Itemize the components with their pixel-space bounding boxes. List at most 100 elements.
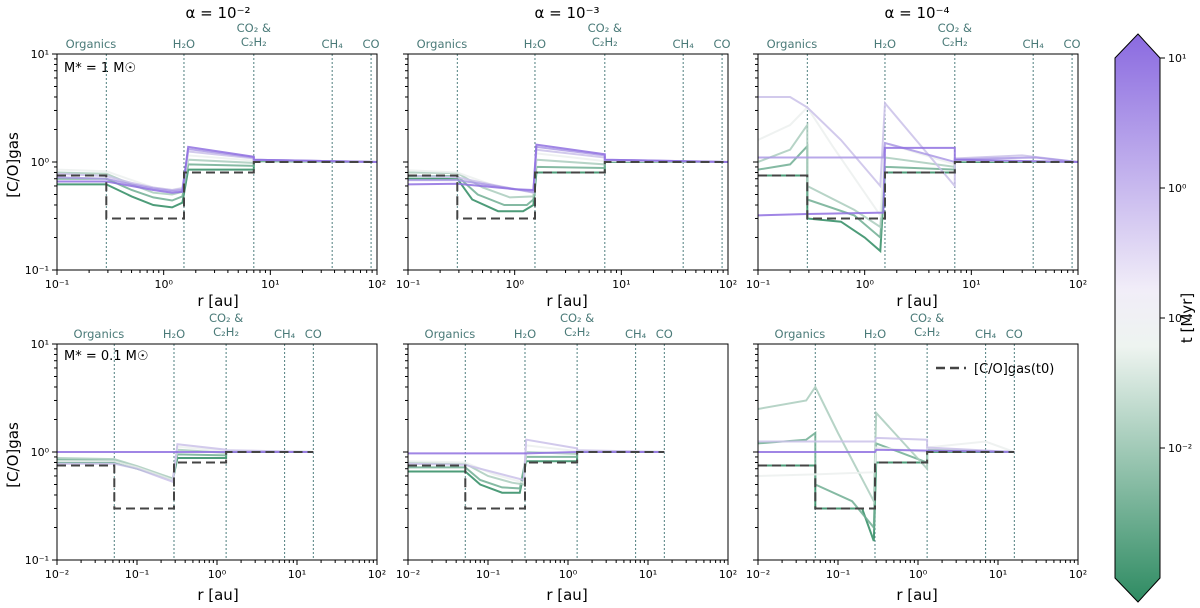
- panel-1-ytick-label-1: 10⁰: [31, 156, 50, 169]
- panel-3-xtick-label-0: 10⁻¹: [746, 278, 770, 291]
- panel-3-data: [758, 96, 1078, 254]
- panel-5-xtick-label-1: 10⁻¹: [476, 568, 500, 581]
- panel-5-series-6: [408, 451, 665, 455]
- panel-6-series-1: [758, 451, 1015, 542]
- panel-1-series-1: [57, 160, 377, 209]
- panel-1-snow-label-coch-b: C₂H₂: [241, 35, 267, 49]
- panel-4-series-2: [57, 450, 314, 481]
- panel-4-data: [57, 443, 314, 510]
- panel-4-snow-label-ch: CH₄: [274, 327, 296, 341]
- panel-3-snow-label-co: CO: [1064, 37, 1081, 51]
- panel-4-xtick-label-0: 10⁻²: [45, 568, 69, 581]
- panel-5-t0-line: [408, 451, 665, 510]
- panel-6-xtick-label-3: 10¹: [989, 568, 1007, 581]
- panel-1-snow-label-coch-a: CO₂ &: [237, 21, 271, 35]
- colorbar-bar: [1114, 33, 1161, 603]
- panel-3-xtick-label-3: 10²: [1069, 278, 1087, 291]
- panel-4-snow-label-ho: H₂O: [163, 327, 185, 341]
- panel-4-xtick-label-4: 10²: [368, 568, 386, 581]
- panel-3-snow-label-ch: CH₄: [1023, 37, 1045, 51]
- panel-1-t0-line: [57, 161, 377, 220]
- panel-1-xtick-label-3: 10²: [368, 278, 386, 291]
- panel-1-xtick-label-2: 10¹: [261, 278, 279, 291]
- x-axis-label-6: r [au]: [896, 586, 937, 604]
- panel-1-data: [57, 145, 377, 220]
- panel-4-snow-label-coch-b: C₂H₂: [213, 325, 239, 339]
- panel-2: Organics H₂O CO₂ &C₂H₂ CH₄ CO 10⁻¹ 10⁰ 10¹ 10²: [396, 21, 737, 291]
- panel-3-snow-label-ho: H₂O: [874, 37, 896, 51]
- panel-3-series-2: [758, 143, 1078, 240]
- panel-5-snow-label-organics: Organics: [425, 327, 476, 341]
- panel-2-series-7: [408, 143, 728, 192]
- panel-4-t0-line: [57, 451, 314, 510]
- panel-2-xtick-label-3: 10²: [719, 278, 737, 291]
- column-title-1: α = 10⁻²: [185, 4, 250, 22]
- x-axis-label-1: r [au]: [197, 292, 238, 310]
- panel-4-series-5: [57, 443, 314, 484]
- panel-5-xtick-label-0: 10⁻²: [396, 568, 420, 581]
- x-axis-label-5: r [au]: [546, 586, 587, 604]
- panel-4-xtick-label-2: 10⁰: [208, 568, 227, 581]
- colorbar-tick-label-3: 10⁻²: [1168, 442, 1192, 455]
- panel-4-ytick-label-1: 10⁰: [31, 446, 50, 459]
- panel-5-snow-label-ho: H₂O: [514, 327, 536, 341]
- panel-6-snow-label-coch-b: C₂H₂: [914, 325, 940, 339]
- panel-5-snow-label-coch-b: C₂H₂: [564, 325, 590, 339]
- panel-4: Organics H₂O CO₂ &C₂H₂ CH₄ CO 10⁻² 10⁻¹ 10⁰ 10¹ 1…: [25, 311, 386, 581]
- panel-6-series-2: [758, 431, 1015, 531]
- mass-label-row2: M* = 0.1 M☉: [64, 349, 149, 364]
- panel-2-snow-label-ho: H₂O: [524, 37, 546, 51]
- panel-4-snow-label-co: CO: [305, 327, 322, 341]
- panel-3-t0-line: [758, 161, 1078, 220]
- panel-5-xtick-label-4: 10²: [719, 568, 737, 581]
- panel-1-xtick-label-0: 10⁻¹: [45, 278, 69, 291]
- panel-6-t0-line: [758, 451, 1015, 510]
- panel-2-data: [408, 143, 728, 220]
- mass-label-row1: M* = 1 M☉: [64, 61, 136, 76]
- panel-2-snow-label-ch: CH₄: [673, 37, 695, 51]
- panel-2-t0-line: [408, 161, 728, 220]
- panel-6-snow-label-coch-a: CO₂ &: [910, 311, 944, 325]
- panel-2-snow-label-co: CO: [714, 37, 731, 51]
- panel-5-xtick-label-3: 10¹: [639, 568, 657, 581]
- panel-6-snow-label-organics: Organics: [775, 327, 826, 341]
- panel-1-snow-label-ho: H₂O: [173, 37, 195, 51]
- panel-6-snow-label-ho: H₂O: [864, 327, 886, 341]
- panel-6-xtick-label-1: 10⁻¹: [826, 568, 850, 581]
- column-title-2: α = 10⁻³: [534, 4, 599, 22]
- panel-6-series-3: [758, 385, 1015, 506]
- panel-5-snow-label-coch-a: CO₂ &: [560, 311, 594, 325]
- panel-1-snow-label-organics: Organics: [66, 37, 117, 51]
- panel-2-xtick-label-2: 10¹: [612, 278, 630, 291]
- panel-1-ytick-label-0: 10⁻¹: [25, 264, 49, 277]
- panel-3: Organics H₂O CO₂ &C₂H₂ CH₄ CO 10⁻¹ 10⁰ 10¹ 10²: [746, 21, 1087, 291]
- panel-4-ytick-label-2: 10¹: [31, 338, 49, 351]
- x-axis-label-2: r [au]: [546, 292, 587, 310]
- panel-1-series-7: [57, 145, 377, 194]
- colorbar-tick-label-1: 10⁰: [1168, 182, 1187, 195]
- panel-3-snow-label-coch-b: C₂H₂: [942, 35, 968, 49]
- panel-6: Organics H₂O CO₂ &C₂H₂ CH₄ CO 10⁻² 10⁻¹ 10⁰ 10¹ 1…: [746, 311, 1087, 581]
- colorbar-tick-label-2: 10⁻¹: [1168, 312, 1192, 325]
- panel-1-ytick-label-2: 10¹: [31, 48, 49, 61]
- panel-4-series-1: [57, 451, 314, 482]
- panel-6-series-5: [758, 436, 1015, 453]
- panel-5-series-5: [408, 438, 665, 482]
- panel-4-snow-label-coch-a: CO₂ &: [209, 311, 243, 325]
- panel-3-series-5: [758, 96, 1078, 189]
- panel-2-snow-label-organics: Organics: [417, 37, 468, 51]
- panel-1: Organics H₂O CO₂ &C₂H₂ CH₄ CO 10⁻¹ 10⁰ 10¹ 10² 10…: [25, 21, 386, 291]
- panel-4-xtick-label-1: 10⁻¹: [125, 568, 149, 581]
- panel-2-xtick-label-1: 10⁰: [505, 278, 524, 291]
- panel-3-xtick-label-2: 10¹: [962, 278, 980, 291]
- panel-6-xtick-label-2: 10⁰: [909, 568, 928, 581]
- panel-1-xtick-label-1: 10⁰: [154, 278, 173, 291]
- panel-4-snow-label-organics: Organics: [74, 327, 125, 341]
- panel-3-snow-label-coch-a: CO₂ &: [938, 21, 972, 35]
- y-axis-label-row1: [C/O]gas: [4, 132, 22, 198]
- panel-2-xtick-label-0: 10⁻¹: [396, 278, 420, 291]
- panel-2-snow-label-coch-b: C₂H₂: [592, 35, 618, 49]
- column-title-3: α = 10⁻⁴: [884, 4, 949, 22]
- panel-5-series-2: [408, 450, 665, 490]
- colorbar-label: t [Myr]: [1178, 293, 1196, 343]
